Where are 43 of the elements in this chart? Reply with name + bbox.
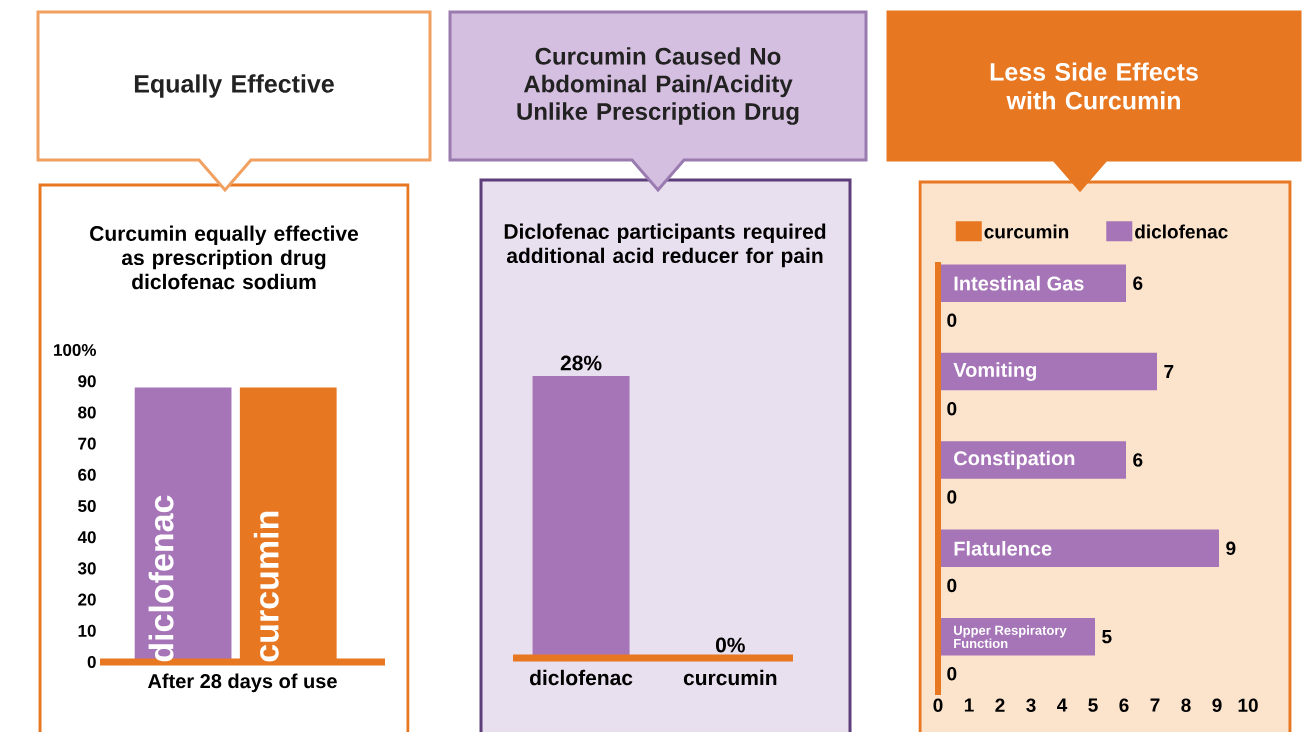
x-axis-title: After 28 days of use [147,673,337,693]
x-tick-label: 7 [1150,698,1160,712]
x-tick-label: 0 [933,698,943,712]
data-label: 28% [560,355,602,371]
x-tick-label: 10 [1238,698,1258,712]
chart-title: Equally Effective [134,74,334,98]
y-tick-label: 80 [78,406,96,419]
x-tick-label: 5 [1088,698,1098,712]
y-tick-label: Upper Respiratory Function [954,625,1067,649]
x-tick-label: 2 [995,698,1005,712]
data-label: 0% [715,637,745,653]
x-tick-label: 9 [1212,698,1222,712]
y-tick-label: 60 [78,468,96,481]
y-tick-label: 30 [77,562,96,575]
data-label: 5 [1102,630,1112,644]
data-label: 6 [1133,453,1143,467]
y-tick-label: 10 [78,624,96,637]
y-tick-label: 50 [78,499,96,513]
chart-title: Curcumin Caused No Abdominal Pain/Acidity Unlike Prescription Drug [517,47,799,125]
legend-label: diclofenac [1135,224,1228,239]
legend-label: curcumin [984,224,1069,239]
y-tick-label: Flatulence [954,540,1052,556]
data-label: 6 [1133,276,1143,290]
chart-subtitle: Curcumin equally effective as prescription drug diclofenac sodium [90,225,359,290]
x-tick-label: 8 [1181,698,1191,712]
y-tick-label: Constipation [954,450,1075,470]
chart-subtitle: Diclofenac participants required additional acid reducer for pain [504,223,826,268]
x-tick-label: 4 [1057,698,1068,712]
y-tick-label: Vomiting [953,362,1037,381]
x-tick-label: curcumin [253,511,279,662]
y-tick-label: 70 [78,437,96,450]
y-tick-label: Intestinal Gas [954,275,1084,291]
chart-title: Less Side Effects with Curcumin [990,62,1198,110]
x-tick-label: 6 [1119,698,1129,712]
y-tick-label: 20 [78,593,96,606]
x-tick-label: 3 [1026,698,1036,713]
x-tick-label: diclofenac [148,495,174,662]
y-tick-label: 40 [77,531,96,544]
y-tick-label: 90 [78,375,96,388]
y-tick-label: 100% [54,343,97,357]
data-label: 7 [1164,365,1174,379]
x-tick-label: 1 [964,698,974,712]
data-label: 9 [1226,541,1236,556]
